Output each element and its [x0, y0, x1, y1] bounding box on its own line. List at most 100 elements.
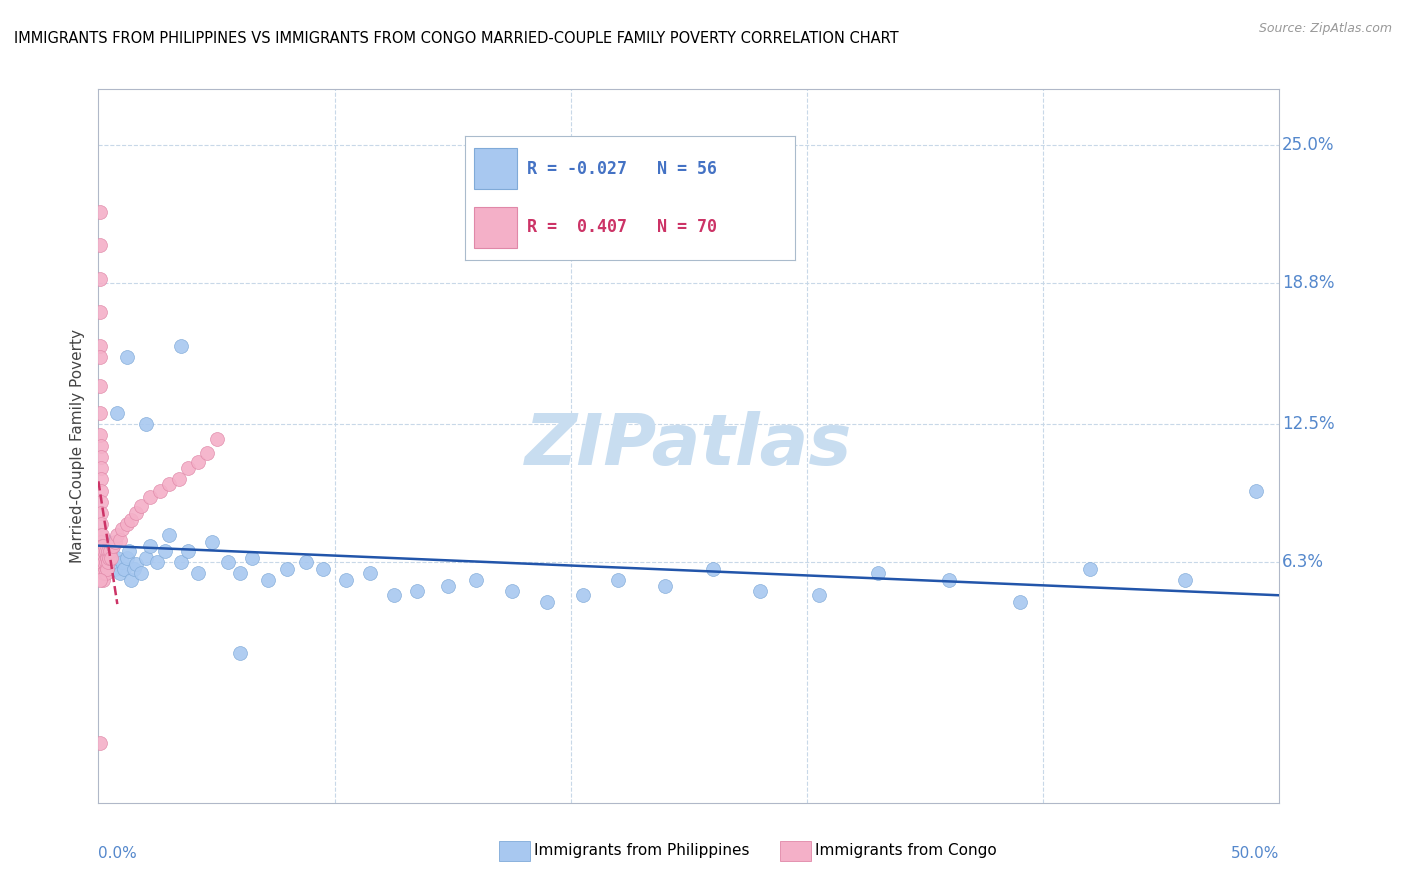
Point	[91, 539, 114, 553]
Point	[1244, 483, 1267, 498]
Point	[89, 405, 111, 419]
Point	[129, 566, 152, 581]
Point	[149, 483, 172, 498]
Point	[359, 566, 381, 581]
Point	[89, 428, 111, 442]
Point	[295, 555, 318, 569]
Point	[312, 562, 335, 576]
Point	[111, 521, 134, 535]
Point	[536, 595, 558, 609]
Point	[121, 512, 143, 526]
Point	[108, 566, 131, 581]
Point	[101, 539, 124, 553]
Text: 6.3%: 6.3%	[1282, 553, 1324, 571]
Text: Immigrants from Philippines: Immigrants from Philippines	[534, 844, 749, 858]
Point	[406, 583, 429, 598]
Point	[129, 500, 152, 514]
Point	[94, 566, 117, 581]
Point	[97, 543, 120, 558]
Point	[90, 550, 112, 565]
Point	[170, 338, 193, 352]
Text: ZIPatlas: ZIPatlas	[526, 411, 852, 481]
Point	[90, 562, 112, 576]
Point	[112, 562, 135, 576]
Point	[153, 543, 176, 558]
Point	[90, 461, 112, 475]
Point	[90, 473, 112, 487]
Point	[96, 550, 118, 565]
Point	[89, 735, 111, 749]
Point	[104, 534, 127, 549]
Point	[465, 573, 488, 587]
Point	[90, 528, 112, 542]
Point	[1008, 595, 1031, 609]
Point	[571, 589, 593, 603]
Point	[91, 557, 114, 572]
Point	[89, 350, 111, 364]
Point	[91, 550, 114, 565]
Text: Source: ZipAtlas.com: Source: ZipAtlas.com	[1258, 22, 1392, 36]
Point	[1080, 562, 1102, 576]
Point	[177, 461, 200, 475]
Point	[91, 566, 114, 581]
Point	[125, 506, 148, 520]
Point	[94, 543, 117, 558]
Point	[125, 557, 148, 572]
Point	[167, 473, 190, 487]
Point	[748, 583, 770, 598]
Point	[335, 573, 357, 587]
Text: 50.0%: 50.0%	[1232, 846, 1279, 861]
Point	[115, 516, 138, 531]
Text: 0.0%: 0.0%	[98, 846, 138, 861]
Point	[90, 543, 112, 558]
Point	[101, 539, 124, 553]
Point	[104, 562, 127, 576]
Text: 18.8%: 18.8%	[1282, 274, 1334, 293]
Point	[240, 550, 263, 565]
Point	[89, 338, 111, 352]
Point	[146, 555, 169, 569]
Point	[654, 580, 676, 594]
Text: 12.5%: 12.5%	[1282, 415, 1334, 433]
Point	[229, 646, 252, 660]
Point	[111, 555, 134, 569]
Point	[91, 566, 114, 581]
Point	[94, 543, 117, 558]
Point	[93, 566, 115, 581]
Point	[93, 555, 115, 569]
Point	[135, 550, 157, 565]
Point	[170, 555, 193, 569]
Point	[205, 433, 228, 447]
Point	[91, 555, 114, 569]
Point	[90, 534, 112, 549]
Point	[115, 550, 138, 565]
Point	[157, 476, 180, 491]
Point	[90, 534, 112, 549]
Point	[91, 550, 114, 565]
Point	[89, 204, 111, 219]
Point	[89, 378, 111, 392]
Point	[90, 439, 112, 453]
Point	[229, 566, 252, 581]
Point	[702, 562, 724, 576]
Point	[89, 238, 111, 252]
FancyBboxPatch shape	[474, 207, 517, 248]
Point	[89, 573, 111, 587]
Text: R =  0.407   N = 70: R = 0.407 N = 70	[527, 219, 717, 236]
Point	[121, 573, 143, 587]
Point	[90, 562, 112, 576]
Point	[139, 490, 162, 504]
Point	[938, 573, 960, 587]
Point	[607, 573, 630, 587]
Point	[98, 543, 121, 558]
Point	[187, 566, 209, 581]
Point	[118, 543, 141, 558]
Point	[108, 533, 131, 547]
Point	[91, 528, 114, 542]
Y-axis label: Married-Couple Family Poverty: Married-Couple Family Poverty	[70, 329, 86, 563]
Text: IMMIGRANTS FROM PHILIPPINES VS IMMIGRANTS FROM CONGO MARRIED-COUPLE FAMILY POVER: IMMIGRANTS FROM PHILIPPINES VS IMMIGRANT…	[14, 31, 898, 46]
Point	[807, 589, 830, 603]
Point	[105, 528, 128, 542]
Text: R = -0.027   N = 56: R = -0.027 N = 56	[527, 160, 717, 178]
Point	[437, 580, 460, 594]
